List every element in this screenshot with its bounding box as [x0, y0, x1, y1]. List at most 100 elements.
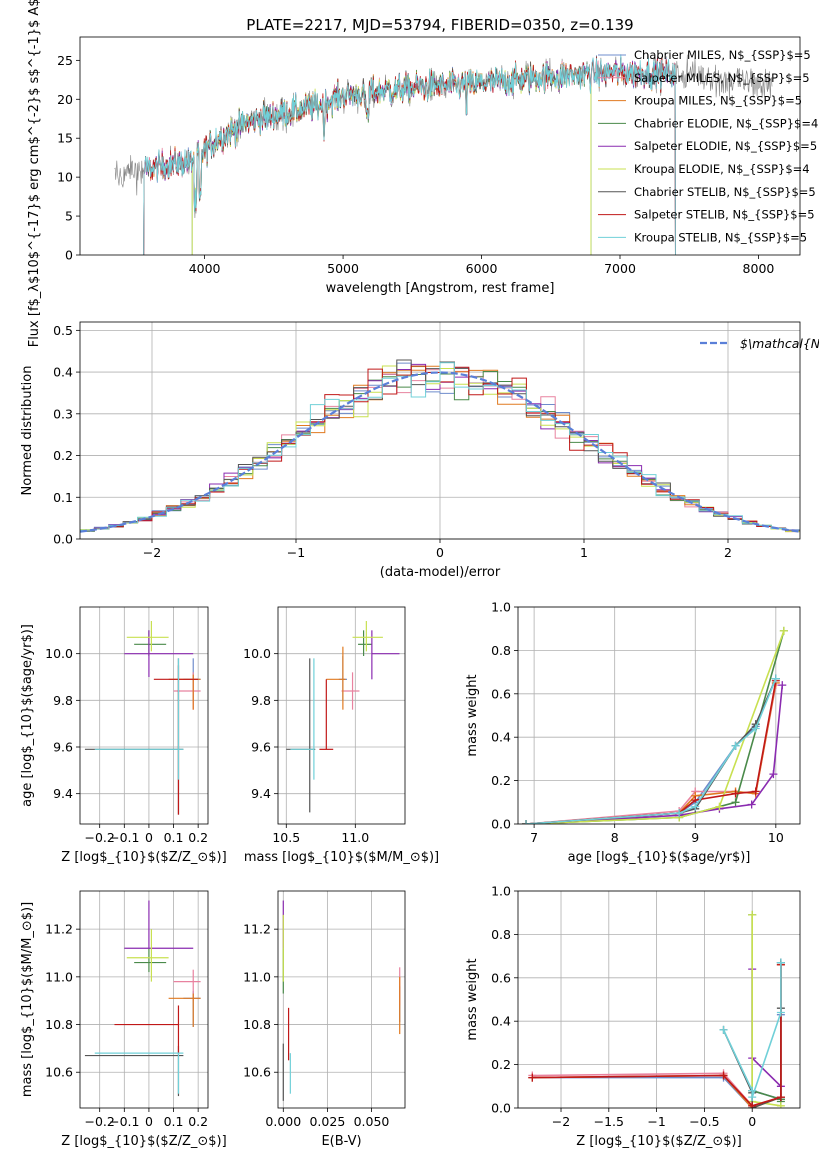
point-with-errorbars [114, 1005, 180, 1054]
mass-weight-marker [776, 958, 785, 967]
y-tick-label: 5 [65, 209, 73, 224]
x-tick-label: −0.1 [109, 1114, 139, 1129]
y-tick-label: 10.0 [45, 646, 73, 661]
y-tick-label: 0.0 [491, 817, 511, 832]
point-with-errorbars [358, 630, 372, 656]
legend-label: Salpeter MILES, N$_{SSP}$=5 [634, 71, 810, 85]
x-tick-label: 9 [691, 830, 699, 845]
mass-weight-marker [776, 1008, 785, 1017]
mass-weight-marker [747, 800, 756, 809]
chart-mass_vs_Z: −0.2−0.1 0 0.1 0.2 10.6 10.8 11.0 11.2 Z [log$_{… [20, 890, 227, 1149]
x-tick-label: 0 [145, 830, 153, 845]
x-tick-label: −0.1 [109, 830, 139, 845]
x-tick-label: 0.1 [164, 1114, 184, 1129]
x-tick-label: 11.0 [341, 830, 369, 845]
y-tick-label: 10 [57, 170, 73, 185]
legend: Chabrier MILES, N$_{SSP}$=5 Salpeter MILE… [598, 48, 818, 244]
x-tick-label: 7 [530, 830, 538, 845]
x-tick-label: 0.1 [164, 830, 184, 845]
y-axis-label: mass [log$_{10}$($M/M_⊙$)] [20, 902, 35, 1097]
axes-frame [277, 606, 406, 825]
x-tick-label: −2 [552, 1114, 570, 1129]
x-tick-label: 1 [580, 545, 588, 560]
x-tick-label: −0.2 [85, 1114, 115, 1129]
x-tick-label: 8 [611, 830, 619, 845]
x-axis-label: (data-model)/error [380, 565, 501, 580]
x-tick-label: 0.2 [188, 830, 208, 845]
x-tick-label: 7000 [604, 261, 636, 276]
y-tick-label: 10.6 [243, 1065, 271, 1080]
point-with-errorbars [126, 929, 169, 982]
axes-frame [79, 36, 801, 256]
plot-area [84, 900, 201, 1097]
y-tick-label: 11.2 [243, 922, 271, 937]
mass-weight-marker [719, 1071, 728, 1080]
mass-weight-marker [748, 1101, 757, 1108]
point-with-errorbars [124, 630, 194, 677]
y-tick-label: 0.0 [53, 532, 73, 547]
y-tick-label: 0.6 [491, 970, 511, 985]
y-tick-label: 9.8 [251, 693, 271, 708]
x-tick-label: 5000 [327, 261, 359, 276]
plot-area [528, 910, 785, 1108]
model-spectrum-line [143, 54, 676, 255]
mass-weight-marker [528, 1073, 537, 1082]
mass-weight-marker [751, 787, 760, 796]
legend-label: $\mathcal{N}(0,1)$ [740, 336, 819, 351]
point-with-errorbars [94, 1052, 184, 1094]
y-tick-label: 0.6 [491, 686, 511, 701]
y-tick-label: 0.8 [491, 643, 511, 658]
x-axis-label: Z [log$_{10}$($Z/Z_⊙$)] [576, 1134, 741, 1149]
mass-weight-marker [691, 802, 700, 811]
legend: $\mathcal{N}(0,1)$ [700, 336, 819, 351]
y-tick-label: 15 [57, 131, 73, 146]
y-tick-label: 0.3 [53, 406, 73, 421]
point-with-errorbars [319, 679, 334, 750]
axes-frame [517, 606, 801, 825]
y-axis-label: Normed distribution [20, 366, 35, 496]
mass-weight-marker [719, 1025, 728, 1034]
figure-title: PLATE=2217, MJD=53794, FIBERID=0350, z=0… [246, 16, 633, 34]
legend-label: Chabrier MILES, N$_{SSP}$=5 [634, 48, 811, 62]
x-tick-label: 0 [748, 1114, 756, 1129]
y-tick-label: 0.1 [53, 490, 73, 505]
point-with-errorbars [173, 969, 201, 1001]
y-tick-label: 0.2 [491, 773, 511, 788]
plot-area [522, 626, 788, 824]
x-axis-label: Z [log$_{10}$($Z/Z_⊙$)] [61, 850, 226, 865]
y-tick-label: 10.6 [45, 1065, 73, 1080]
mass-weight-line [751, 914, 782, 1102]
mass-weight-line [526, 685, 784, 824]
y-tick-label: 0.5 [53, 323, 73, 338]
mass-weight-marker [778, 681, 787, 690]
y-tick-label: 10.8 [243, 1017, 271, 1032]
y-tick-label: 9.6 [251, 740, 271, 755]
plot-area [286, 621, 400, 813]
legend-label: Chabrier STELIB, N$_{SSP}$=5 [634, 185, 816, 199]
legend-label: Salpeter ELODIE, N$_{SSP}$=5 [634, 139, 817, 153]
legend-label: Chabrier ELODIE, N$_{SSP}$=4 [634, 116, 818, 130]
point-with-errorbars [326, 646, 346, 710]
mass-weight-marker [769, 770, 778, 779]
point-with-errorbars [290, 658, 315, 780]
point-with-errorbars [134, 630, 167, 656]
y-tick-label: 20 [57, 92, 73, 107]
model-spectrum-line [191, 61, 592, 255]
plot-area [80, 359, 800, 533]
y-tick-label: 0.2 [53, 448, 73, 463]
point-with-errorbars [168, 993, 201, 1027]
chart-residuals: −2 −1 0 1 2 0.0 0.1 0.2 0.3 0.4 0.5 (data-model)/er… [20, 321, 819, 580]
point-with-errorbars [124, 900, 194, 949]
x-tick-label: 8000 [743, 261, 775, 276]
x-tick-label: 10 [768, 830, 784, 845]
mass-weight-marker [776, 1101, 785, 1108]
y-tick-label: 0 [65, 248, 73, 263]
plot-area [114, 54, 773, 255]
y-tick-label: 9.8 [53, 693, 73, 708]
legend-label: Kroupa MILES, N$_{SSP}$=5 [634, 94, 802, 108]
x-axis-label: wavelength [Angstrom, rest frame] [326, 281, 555, 296]
mass-weight-line [526, 630, 785, 824]
legend-label: Kroupa ELODIE, N$_{SSP}$=4 [634, 162, 810, 176]
point-with-errorbars [153, 665, 199, 815]
